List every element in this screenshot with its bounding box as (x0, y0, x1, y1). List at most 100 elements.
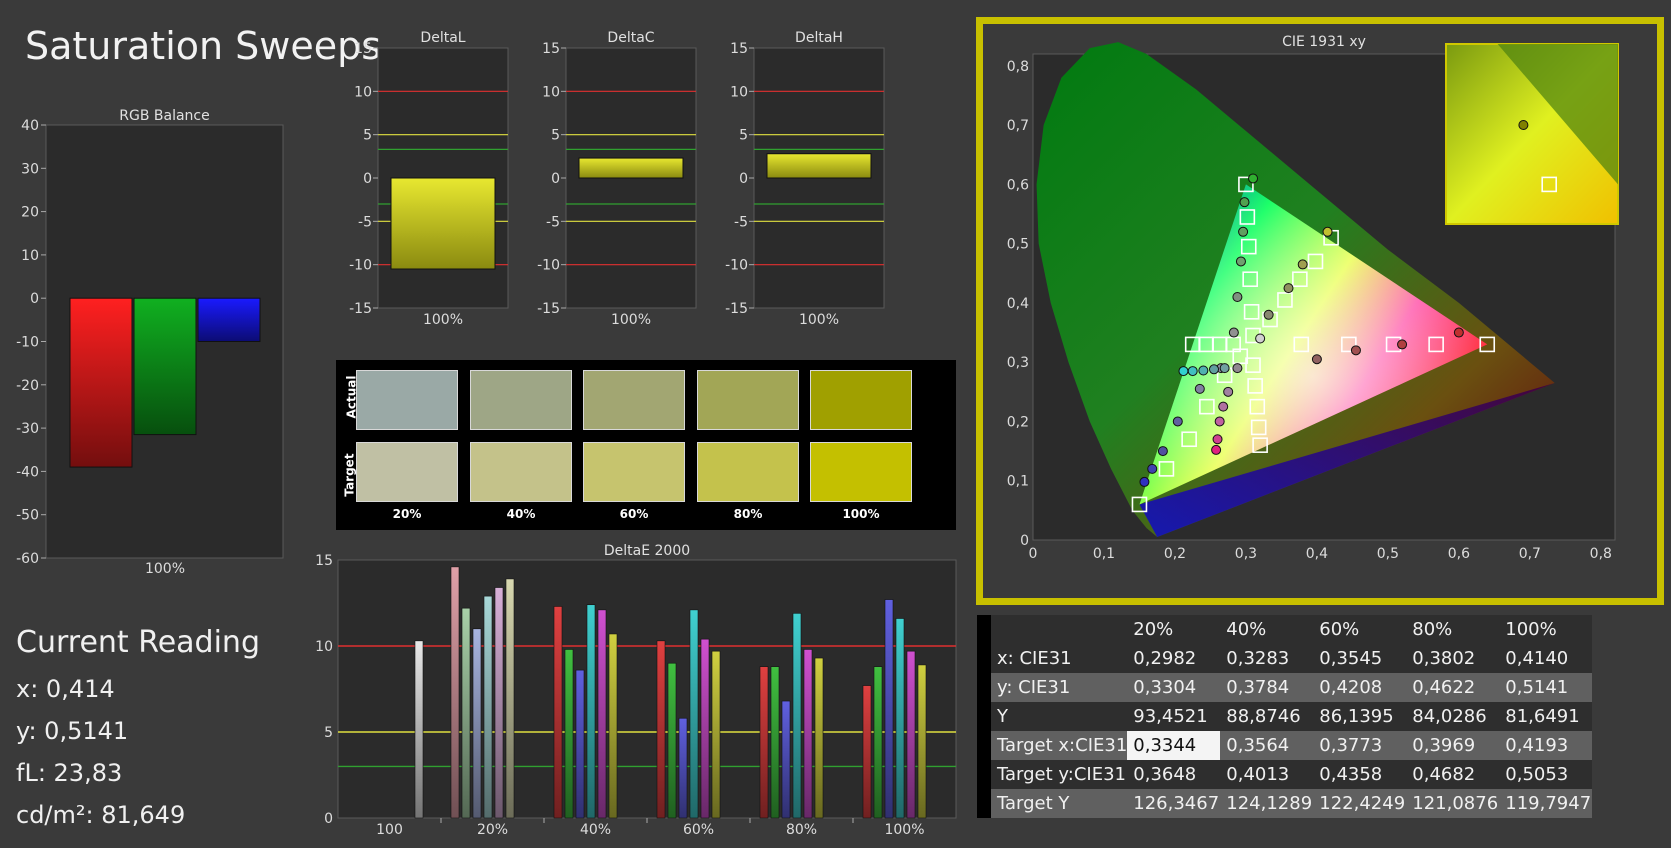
row-side (977, 673, 991, 702)
actual-point (1235, 256, 1246, 267)
table-cell[interactable]: 0,5053 (1499, 760, 1593, 789)
row-side (977, 731, 991, 760)
table-cell[interactable]: 0,2982 (1127, 644, 1221, 673)
table-cell[interactable]: 119,7947 (1499, 789, 1593, 818)
deltae-bar (895, 618, 905, 819)
y-tick-label: 15 (730, 41, 748, 57)
cie-title: CIE 1931 xy (1282, 34, 1366, 50)
deltae-bar (803, 649, 813, 819)
table-cell[interactable]: 84,0286 (1406, 702, 1500, 731)
target-marker (1199, 398, 1215, 415)
delta-bar (766, 153, 872, 179)
deltae-bar (472, 628, 482, 819)
target-marker (1239, 209, 1256, 225)
x-category-label: 40% (580, 822, 611, 838)
y-tick-label: 0 (551, 171, 560, 187)
table-row[interactable]: Target y:CIE31 0,3648 0,4013 0,4358 0,4682 0,… (977, 760, 1593, 789)
row-side (977, 760, 991, 789)
actual-swatch (356, 370, 458, 430)
table-row[interactable]: y: CIE31 0,3304 0,3784 0,4208 0,4622 0,5141 (977, 673, 1593, 702)
y-tick-label: -10 (725, 258, 748, 274)
table-cell[interactable]: 124,1289 (1220, 789, 1314, 818)
actual-point (1297, 259, 1308, 270)
table-cell[interactable]: 0,4208 (1313, 673, 1407, 702)
target-marker (1252, 437, 1268, 453)
column-header: 100% (1499, 615, 1593, 644)
table-row[interactable]: Target Y 126,3467 124,1289 122,4249 121,0876… (977, 789, 1593, 818)
table-cell[interactable]: 81,6491 (1499, 702, 1593, 731)
y-tick-label: 15 (354, 41, 372, 57)
table-row[interactable]: Y 93,4521 88,8746 86,1395 84,0286 81,6491 (977, 702, 1593, 731)
table-cell[interactable]: 86,1395 (1313, 702, 1407, 731)
table-cell[interactable]: 122,4249 (1313, 789, 1407, 818)
actual-swatch (583, 370, 685, 430)
table-row[interactable]: x: CIE31 0,2982 0,3283 0,3545 0,3802 0,4140 (977, 644, 1593, 673)
x-category-label: 100% (884, 822, 924, 838)
table-cell[interactable]: 0,3564 (1220, 731, 1314, 760)
deltae-bar (414, 640, 424, 819)
deltae-bar (575, 669, 585, 819)
table-cell[interactable]: 0,4358 (1313, 760, 1407, 789)
x-tick-label: 0,8 (1590, 546, 1612, 562)
x-category-label: 100% (145, 561, 185, 577)
rgb-balance-chart: RGB Balance 40 30 20 10 0 -10 -20 -30 -40 -50 -60 10… (16, 108, 284, 577)
y-tick-label: 20 (21, 205, 39, 221)
table-cell[interactable]: 0,4013 (1220, 760, 1314, 789)
bar-red (69, 297, 133, 468)
table-cell[interactable]: 0,4622 (1406, 673, 1500, 702)
row-side (977, 615, 991, 644)
reading-cdm2: cd/m²: 81,649 (16, 801, 186, 829)
target-marker (1181, 431, 1197, 448)
table-cell[interactable]: 0,3784 (1220, 673, 1314, 702)
y-tick-label: 0 (324, 811, 333, 827)
y-tick-label: -15 (537, 301, 560, 317)
table-cell[interactable]: 0,3773 (1313, 731, 1407, 760)
table-cell[interactable]: 93,4521 (1127, 702, 1221, 731)
table-cell[interactable]: 88,8746 (1220, 702, 1314, 731)
actual-point (1219, 363, 1230, 374)
target-marker (1238, 176, 1254, 193)
table-cell[interactable]: 0,3545 (1313, 644, 1407, 673)
y-tick-label: -10 (537, 258, 560, 274)
y-tick-label: 30 (21, 161, 39, 177)
actual-point (1453, 327, 1464, 338)
bar-blue (197, 297, 261, 342)
table-header-row: 20% 40% 60% 80% 100% (977, 615, 1593, 644)
table-cell[interactable]: 0,5141 (1499, 673, 1593, 702)
table-cell[interactable]: 0,3802 (1406, 644, 1500, 673)
y-tick-label: 0 (363, 171, 372, 187)
actual-point (1208, 364, 1219, 375)
actual-point (1232, 292, 1243, 302)
y-tick-label: 0,3 (1007, 355, 1029, 371)
table-cell[interactable]: 0,4140 (1499, 644, 1593, 673)
table-cell[interactable]: 0,4193 (1499, 731, 1593, 760)
delta-bar (578, 157, 684, 179)
column-header: 60% (1313, 615, 1407, 644)
y-tick-label: 0 (30, 291, 39, 307)
x-tick-label: 0,1 (1093, 546, 1115, 562)
table-cell[interactable]: 121,0876 (1406, 789, 1500, 818)
target-marker (1243, 304, 1260, 320)
actual-point (1172, 416, 1183, 427)
row-label: Target x:CIE31 (991, 731, 1128, 760)
table-cell[interactable]: 126,3467 (1127, 789, 1221, 818)
deltae-bar (700, 638, 710, 819)
table-cell[interactable]: 0,3969 (1406, 731, 1500, 760)
deltae-bar (781, 700, 791, 819)
rgb-balance-title: RGB Balance (119, 108, 209, 124)
column-header: 80% (1406, 615, 1500, 644)
table-cell[interactable]: 0,3344 (1127, 731, 1221, 760)
row-side (977, 702, 991, 731)
x-tick-label: 0,7 (1519, 546, 1541, 562)
actual-point (1212, 434, 1223, 445)
table-cell[interactable]: 0,4682 (1406, 760, 1500, 789)
x-tick-label: 0,6 (1448, 546, 1470, 562)
x-tick-label: 0,4 (1306, 546, 1328, 562)
table-cell[interactable]: 0,3283 (1220, 644, 1314, 673)
y-tick-label: -15 (349, 301, 372, 317)
table-cell[interactable]: 0,3648 (1127, 760, 1221, 789)
table-cell[interactable]: 0,3304 (1127, 673, 1221, 702)
y-tick-label: 5 (551, 128, 560, 144)
table-row[interactable]: Target x:CIE31 0,3344 0,3564 0,3773 0,3969 0,… (977, 731, 1593, 760)
target-marker (1479, 336, 1496, 353)
